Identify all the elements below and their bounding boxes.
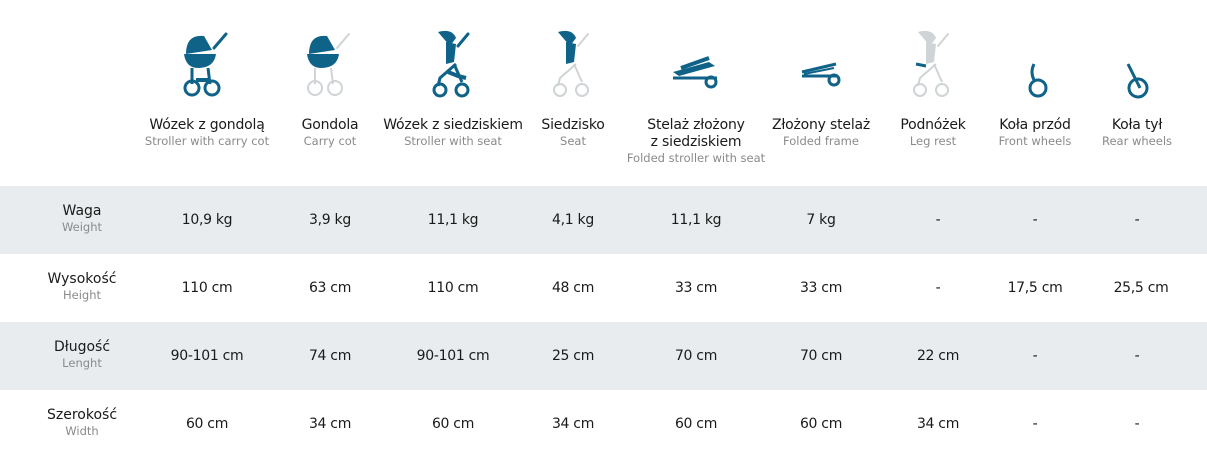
table-cell: 25,5 cm <box>1113 280 1169 296</box>
column-header-stroller-seat: Wózek z siedziskiem Stroller with seat <box>383 117 523 149</box>
table-cell: 33 cm <box>674 280 718 296</box>
table-cell: 60 cm <box>431 416 475 432</box>
folded-frame-icon <box>776 24 866 104</box>
table-cell: 33 cm <box>799 280 843 296</box>
column-header-sublabel: Carry cot <box>303 134 357 148</box>
column-header-rear-wheels: Koła tył Rear wheels <box>1102 117 1172 149</box>
row-label-en: Height <box>62 288 101 302</box>
table-cell: 34 cm <box>551 416 595 432</box>
column-header-label: Stelaż złożony <box>647 117 745 133</box>
table-cell: 110 cm <box>427 280 479 296</box>
table-cell: 74 cm <box>308 348 352 364</box>
table-cell: - <box>935 212 941 228</box>
row-label-pl: Długość <box>53 339 111 355</box>
column-header-label: Gondola <box>301 117 359 133</box>
table-row-height: Wysokość Height 110 cm 63 cm 110 cm 48 c… <box>0 254 1207 322</box>
column-header-label: Siedzisko <box>541 117 605 133</box>
column-header-sublabel: Folded stroller with seat <box>626 151 766 165</box>
column-header-label: Wózek z gondolą <box>149 117 265 133</box>
column-header-sublabel: Stroller with carry cot <box>144 134 270 148</box>
stroller-carry-cot-icon <box>162 24 252 104</box>
column-header-sublabel: Front wheels <box>998 134 1072 148</box>
table-cell: 17,5 cm <box>1007 280 1063 296</box>
row-label-pl: Wysokość <box>47 271 117 287</box>
front-wheel-icon <box>990 24 1080 104</box>
rear-wheel-icon <box>1092 24 1182 104</box>
row-label-en: Weight <box>61 220 103 234</box>
column-header-sublabel: Rear wheels <box>1101 134 1173 148</box>
table-cell: - <box>935 280 941 296</box>
table-cell: 34 cm <box>916 416 960 432</box>
column-header-folded-stroller-seat: Stelaż złożony z siedziskiem Folded stro… <box>627 117 765 166</box>
table-cell: - <box>1134 416 1140 432</box>
table-row-weight: Waga Weight 10,9 kg 3,9 kg 11,1 kg 4,1 k… <box>0 186 1207 254</box>
table-cell: 70 cm <box>674 348 718 364</box>
column-header-label: Podnóżek <box>900 117 966 133</box>
column-header-leg-rest: Podnóżek Leg rest <box>900 117 966 149</box>
column-header-stroller-carry-cot: Wózek z gondolą Stroller with carry cot <box>145 117 269 149</box>
table-cell: 63 cm <box>308 280 352 296</box>
column-header-label: Koła tył <box>1111 117 1163 133</box>
row-label-en: Width <box>65 424 99 438</box>
column-header-front-wheels: Koła przód Front wheels <box>999 117 1072 149</box>
row-label: Szerokość Width <box>47 407 117 439</box>
seat-icon <box>528 24 618 104</box>
column-header-sublabel: Folded frame <box>783 134 859 148</box>
table-cell: - <box>1134 348 1140 364</box>
table-cell: 4,1 kg <box>552 212 594 228</box>
column-header-carry-cot: Gondola Carry cot <box>302 117 359 149</box>
table-cell: 70 cm <box>799 348 843 364</box>
leg-rest-icon <box>888 24 978 104</box>
column-header-seat: Siedzisko Seat <box>541 117 604 149</box>
table-cell: 11,1 kg <box>427 212 479 228</box>
row-label-pl: Waga <box>62 203 102 219</box>
table-cell: 22 cm <box>916 348 960 364</box>
table-cell: 3,9 kg <box>309 212 351 228</box>
column-header-sublabel: Leg rest <box>909 134 957 148</box>
table-cell: 11,1 kg <box>670 212 722 228</box>
column-header-sublabel: Stroller with seat <box>404 134 502 148</box>
carry-cot-icon <box>285 24 375 104</box>
row-label-pl: Szerokość <box>46 407 118 423</box>
table-cell: 110 cm <box>181 280 233 296</box>
table-cell: 90-101 cm <box>170 348 244 364</box>
column-header-label: Złożony stelaż <box>771 117 871 133</box>
table-cell: - <box>1134 212 1140 228</box>
table-cell: - <box>1032 416 1038 432</box>
column-header-label: Wózek z siedziskiem <box>383 117 523 133</box>
row-label: Waga Weight <box>62 203 102 235</box>
row-label: Długość Lenght <box>54 339 110 371</box>
row-label-en: Lenght <box>62 356 102 370</box>
column-header-sublabel: Seat <box>560 134 586 148</box>
column-header-label: Koła przód <box>999 117 1071 133</box>
table-cell: 10,9 kg <box>181 212 233 228</box>
table-cell: 60 cm <box>674 416 718 432</box>
table-cell: - <box>1032 212 1038 228</box>
row-label: Wysokość Height <box>48 271 117 303</box>
table-cell: 48 cm <box>551 280 595 296</box>
stroller-seat-icon <box>408 24 498 104</box>
table-cell: 25 cm <box>551 348 595 364</box>
table-cell: 60 cm <box>799 416 843 432</box>
table-cell: 7 kg <box>806 212 836 228</box>
table-cell: 60 cm <box>185 416 229 432</box>
table-row-length: Długość Lenght 90-101 cm 74 cm 90-101 cm… <box>0 322 1207 390</box>
table-row-width: Szerokość Width 60 cm 34 cm 60 cm 34 cm … <box>0 390 1207 458</box>
column-header-label-line2: z siedziskiem <box>650 134 742 150</box>
table-cell: 34 cm <box>308 416 352 432</box>
table-cell: 90-101 cm <box>416 348 490 364</box>
table-cell: - <box>1032 348 1038 364</box>
folded-stroller-seat-icon <box>651 24 741 104</box>
column-header-folded-frame: Złożony stelaż Folded frame <box>772 117 870 149</box>
